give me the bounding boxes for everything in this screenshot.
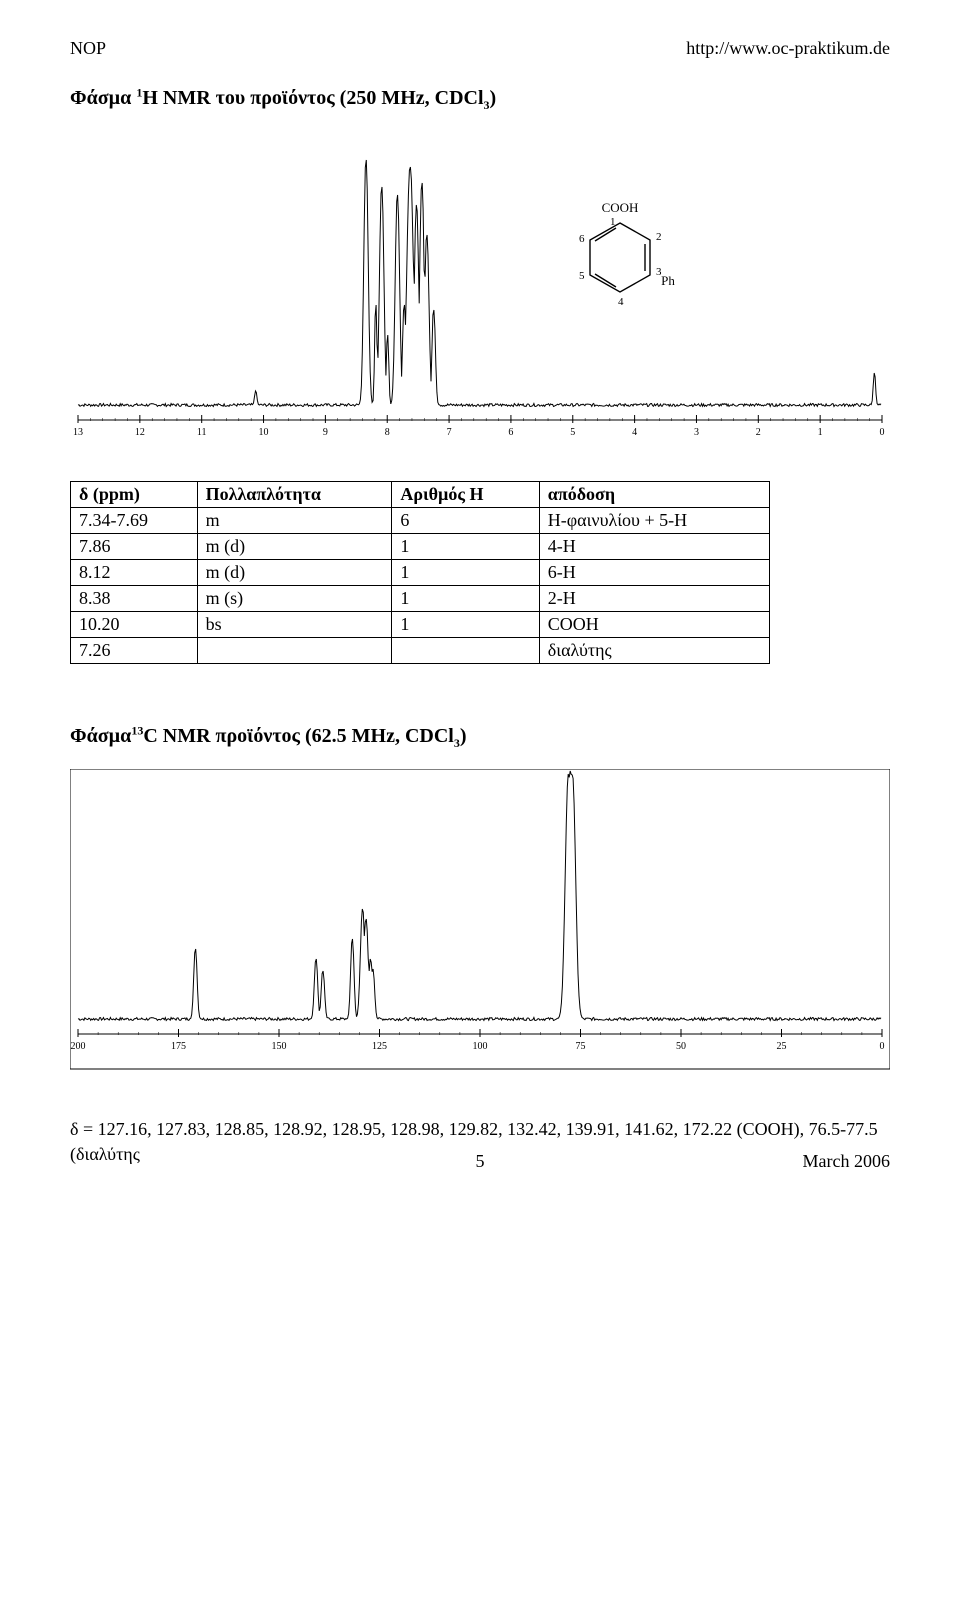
- spectrum-13c-svg: 200 175 150 125 100 75 50 25 0: [70, 769, 890, 1099]
- nmr-td: m: [197, 507, 392, 533]
- svg-text:7: 7: [447, 427, 452, 438]
- svg-text:9: 9: [323, 427, 328, 438]
- table-row: 8.12m (d)16-H: [71, 559, 770, 585]
- svg-text:8: 8: [385, 427, 390, 438]
- svg-text:0: 0: [880, 427, 885, 438]
- nmr-td: m (s): [197, 585, 392, 611]
- s2-super: 13: [131, 724, 143, 738]
- svg-text:50: 50: [676, 1041, 686, 1052]
- table-row: 7.34-7.69m6H-φαινυλίου + 5-H: [71, 507, 770, 533]
- svg-text:0: 0: [880, 1041, 885, 1052]
- s2-prefix: Φάσµα: [70, 725, 131, 747]
- nmr-td: 4-H: [539, 533, 769, 559]
- nmr-th-2: Αριθµός H: [392, 481, 539, 507]
- svg-text:2: 2: [756, 427, 761, 438]
- table-row: 7.86m (d)14-H: [71, 533, 770, 559]
- nmr-table-1h: δ (ppm)ΠολλαπλότηταΑριθµός Hαπόδοση 7.34…: [70, 481, 770, 664]
- nmr-th-3: απόδοση: [539, 481, 769, 507]
- spectrum-13c: 200 175 150 125 100 75 50 25 0: [70, 769, 890, 1099]
- shifts-line-1: δ = 127.16, 127.83, 128.85, 128.92, 128.…: [70, 1119, 878, 1139]
- svg-text:5: 5: [570, 427, 575, 438]
- nmr-td: COOH: [539, 611, 769, 637]
- ring-1: 1: [610, 216, 616, 228]
- ring-6: 6: [579, 233, 585, 245]
- table-row: 10.20bs1COOH: [71, 611, 770, 637]
- svg-text:4: 4: [632, 427, 637, 438]
- nmr-td: 7.34-7.69: [71, 507, 198, 533]
- nmr-td: 10.20: [71, 611, 198, 637]
- nmr-td: 2-H: [539, 585, 769, 611]
- svg-text:12: 12: [135, 427, 145, 438]
- ring-2: 2: [656, 231, 662, 243]
- svg-text:3: 3: [694, 427, 699, 438]
- nmr-td: 8.38: [71, 585, 198, 611]
- nmr-td: διαλύτης: [539, 637, 769, 663]
- nmr-td: bs: [197, 611, 392, 637]
- svg-text:1: 1: [818, 427, 823, 438]
- svg-text:10: 10: [259, 427, 269, 438]
- spectrum-1h: 131211109876543210 COOH Ph 1 2 3 4 5 6: [70, 155, 890, 455]
- nmr-td: 6: [392, 507, 539, 533]
- spectrum-1h-svg: 131211109876543210: [70, 155, 890, 485]
- ring-5: 5: [579, 270, 585, 282]
- nmr-td: 1: [392, 585, 539, 611]
- svg-text:25: 25: [777, 1041, 787, 1052]
- svg-text:150: 150: [272, 1041, 287, 1052]
- nmr-td: 7.26: [71, 637, 198, 663]
- svg-text:125: 125: [372, 1041, 387, 1052]
- nmr-td: 1: [392, 611, 539, 637]
- label-ph: Ph: [661, 273, 675, 288]
- ring-3: 3: [656, 266, 662, 278]
- header-right: http://www.oc-praktikum.de: [686, 38, 890, 59]
- svg-text:200: 200: [71, 1041, 86, 1052]
- nmr-td: 1: [392, 559, 539, 585]
- s1-suffix: ): [490, 87, 497, 109]
- nmr-td: m (d): [197, 533, 392, 559]
- table-row: 7.26 διαλύτης: [71, 637, 770, 663]
- label-cooh: COOH: [602, 200, 639, 215]
- table-row: 8.38m (s)12-H: [71, 585, 770, 611]
- nmr-td: H-φαινυλίου + 5-H: [539, 507, 769, 533]
- svg-text:6: 6: [508, 427, 513, 438]
- nmr-td: m (d): [197, 559, 392, 585]
- nmr-td: [197, 637, 392, 663]
- page-number: 5: [70, 1151, 890, 1172]
- nmr-td: 6-H: [539, 559, 769, 585]
- nmr-td: 1: [392, 533, 539, 559]
- section-13c-nmr-title: Φάσµα13C NMR προϊόντος (62.5 MHz, CDCl3): [70, 724, 890, 752]
- svg-text:75: 75: [576, 1041, 586, 1052]
- ring-4: 4: [618, 296, 624, 308]
- nmr-th-1: Πολλαπλότητα: [197, 481, 392, 507]
- s1-mid: H NMR του προϊόντος (250 MHz, CDCl: [142, 87, 483, 109]
- s2-mid: C NMR προϊόντος (62.5 MHz, CDCl: [143, 725, 454, 747]
- s2-suffix: ): [460, 725, 467, 747]
- nmr-td: 8.12: [71, 559, 198, 585]
- section-1h-nmr-title: Φάσµα 1H NMR του προϊόντος (250 MHz, CDC…: [70, 85, 890, 113]
- svg-text:175: 175: [171, 1041, 186, 1052]
- nmr-td: [392, 637, 539, 663]
- nmr-th-0: δ (ppm): [71, 481, 198, 507]
- svg-text:11: 11: [197, 427, 207, 438]
- s1-prefix: Φάσµα: [70, 87, 136, 109]
- svg-text:100: 100: [473, 1041, 488, 1052]
- svg-text:13: 13: [73, 427, 83, 438]
- molecule-structure: COOH Ph 1 2 3 4 5 6: [560, 195, 680, 315]
- header-left: NOP: [70, 38, 106, 59]
- nmr-td: 7.86: [71, 533, 198, 559]
